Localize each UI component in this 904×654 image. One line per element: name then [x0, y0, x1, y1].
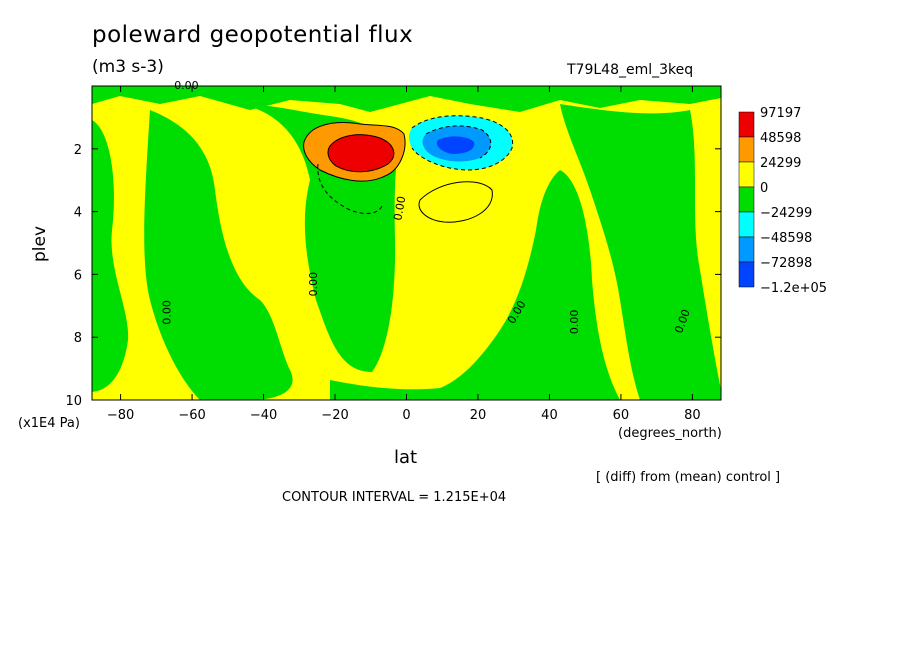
y-axis-units: (x1E4 Pa) — [18, 416, 80, 431]
y-tick-label: 4 — [74, 206, 82, 221]
contour-lines — [303, 115, 514, 223]
legend-label: 0 — [760, 181, 768, 196]
x-tick-label: 80 — [684, 408, 701, 423]
contour-label: 0.00 — [174, 79, 199, 92]
legend-label: −1.2e+05 — [760, 281, 827, 296]
x-tick-label: 60 — [613, 408, 630, 423]
x-axis-label: lat — [394, 447, 418, 468]
legend-label: −72898 — [760, 256, 812, 271]
legend-swatch — [738, 211, 755, 238]
contour-label: 0.00 — [568, 310, 581, 335]
contour-label: 0.00 — [161, 300, 174, 325]
dark-blue-core — [436, 136, 475, 154]
y-tick-label: 6 — [74, 268, 82, 283]
plot-field — [92, 86, 721, 400]
red-core — [328, 134, 394, 172]
legend-swatch — [738, 161, 755, 188]
legend-label: 24299 — [760, 156, 801, 171]
legend-label: −48598 — [760, 231, 812, 246]
x-axis-units: (degrees_north) — [618, 426, 722, 441]
green-region-north — [560, 104, 721, 400]
x-tick-label: −60 — [178, 408, 205, 423]
contour-label: 0.00 — [391, 195, 408, 221]
run-label: T79L48_eml_3keq — [567, 62, 694, 78]
x-tick-label: 20 — [470, 408, 487, 423]
x-ticks: −80 −60 −40 −20 0 20 40 60 80 — [107, 86, 701, 423]
legend-swatch — [738, 261, 755, 288]
y-tick-label: 8 — [74, 331, 82, 346]
legend-label: −24299 — [760, 206, 812, 221]
x-tick-label: −20 — [321, 408, 348, 423]
x-tick-label: −80 — [107, 408, 134, 423]
legend: 97197 48598 24299 0 −24299 −48598 −72898 −1.2e+… — [738, 106, 827, 296]
x-tick-label: 40 — [541, 408, 558, 423]
chart-units: (m3 s-3) — [92, 57, 164, 77]
y-tick-label: 10 — [65, 394, 82, 409]
legend-swatch — [738, 186, 755, 213]
contour-label: 0.00 — [307, 272, 320, 297]
y-ticks: 2 4 6 8 10 — [65, 143, 721, 409]
legend-swatch — [738, 236, 755, 263]
x-tick-label: −40 — [250, 408, 277, 423]
green-region-south-pole — [92, 120, 129, 392]
x-tick-label: 0 — [402, 408, 410, 423]
green-region-equator — [330, 170, 620, 400]
chart-title: poleward geopotential flux — [92, 22, 414, 48]
y-tick-label: 2 — [74, 143, 82, 158]
legend-swatch — [738, 111, 755, 138]
difference-note: [ (diff) from (mean) control ] — [596, 470, 781, 485]
legend-swatch — [738, 136, 755, 163]
legend-label: 97197 — [760, 106, 801, 121]
legend-label: 48598 — [760, 131, 801, 146]
contour-interval: CONTOUR INTERVAL = 1.215E+04 — [282, 490, 507, 505]
green-region-south-mid — [144, 110, 293, 400]
